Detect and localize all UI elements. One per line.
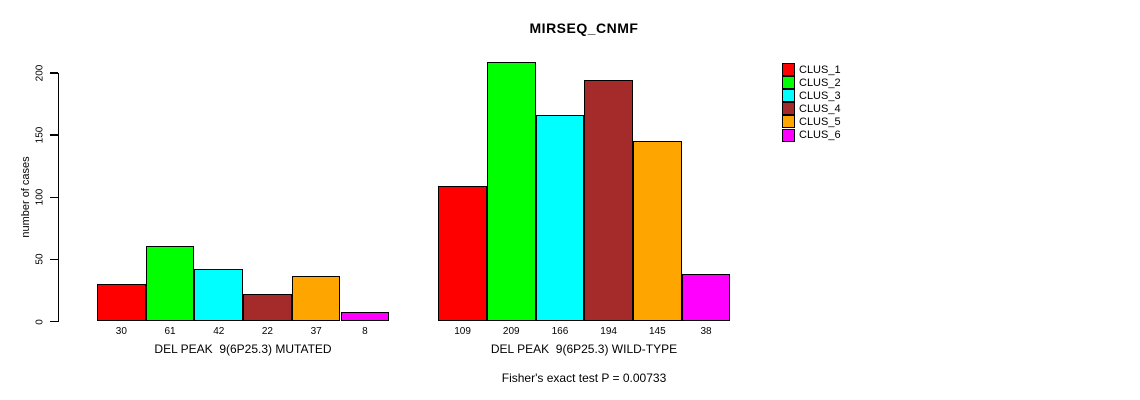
y-axis-tick-label: 0 bbox=[34, 318, 46, 325]
legend-swatch-clus_6 bbox=[782, 128, 795, 142]
bar-clus_1-group2 bbox=[438, 186, 487, 322]
y-axis-tick bbox=[50, 72, 58, 74]
y-axis-tick bbox=[50, 196, 58, 198]
bar-value-label: 38 bbox=[700, 326, 712, 337]
bar-clus_6-group1 bbox=[340, 311, 390, 322]
y-axis-label: number of cases bbox=[20, 156, 32, 238]
bar-value-label: 194 bbox=[600, 326, 617, 337]
legend-label-clus_4: CLUS_4 bbox=[799, 102, 841, 115]
bar-value-label: 30 bbox=[115, 326, 127, 337]
bar-value-label: 209 bbox=[502, 326, 520, 337]
legend-label-clus_1: CLUS_1 bbox=[799, 63, 841, 76]
chart-title: MIRSEQ_CNMF bbox=[529, 20, 639, 36]
bar-value-label: 22 bbox=[261, 326, 273, 337]
legend-swatch-clus_1 bbox=[782, 63, 795, 76]
bar-clus_4-group2 bbox=[584, 80, 633, 322]
bar-value-label: 42 bbox=[213, 326, 225, 337]
bar-value-label: 166 bbox=[551, 326, 569, 337]
legend-swatch-clus_3 bbox=[782, 89, 795, 103]
bar-value-label: 145 bbox=[649, 326, 666, 337]
bar-clus_3-group1 bbox=[194, 269, 244, 322]
legend-label-clus_3: CLUS_3 bbox=[799, 89, 841, 102]
y-axis-tick bbox=[50, 258, 58, 261]
x-group-label-wild-type: DEL PEAK 9(6P25.3) WILD-TYPE bbox=[490, 342, 678, 356]
bar-value-label: 109 bbox=[454, 326, 471, 337]
fisher-test-annotation: Fisher's exact test P = 0.00733 bbox=[501, 371, 667, 385]
bar-clus_4-group1 bbox=[243, 294, 292, 322]
y-axis-tick-label: 100 bbox=[34, 188, 46, 206]
bar-value-label: 61 bbox=[164, 326, 176, 337]
bar-clus_5-group2 bbox=[633, 141, 682, 322]
y-axis-tick bbox=[50, 320, 58, 323]
y-axis-tick-label: 150 bbox=[34, 126, 46, 144]
legend-label-clus_6: CLUS_6 bbox=[799, 129, 841, 141]
y-axis-tick-label: 200 bbox=[34, 64, 46, 82]
bar-value-label: 37 bbox=[310, 326, 322, 337]
bar-clus_6-group2 bbox=[681, 274, 731, 322]
y-axis-tick bbox=[50, 134, 58, 136]
bar-clus_5-group1 bbox=[291, 275, 341, 322]
bar-clus_3-group2 bbox=[535, 115, 585, 322]
y-axis-line bbox=[57, 73, 60, 322]
y-axis-tick-label: 50 bbox=[34, 253, 46, 265]
bar-clus_1-group1 bbox=[97, 284, 146, 322]
legend-swatch-clus_2 bbox=[782, 76, 795, 90]
legend-swatch-clus_4 bbox=[782, 102, 795, 116]
bar-value-label: 8 bbox=[362, 326, 368, 337]
legend-swatch-clus_5 bbox=[782, 115, 795, 129]
legend-label-clus_2: CLUS_2 bbox=[799, 76, 841, 89]
legend-label-clus_5: CLUS_5 bbox=[799, 115, 841, 128]
bar-clus_2-group2 bbox=[486, 61, 536, 322]
x-group-label-mutated: DEL PEAK 9(6P25.3) MUTATED bbox=[154, 342, 332, 356]
bar-clus_2-group1 bbox=[145, 245, 195, 322]
